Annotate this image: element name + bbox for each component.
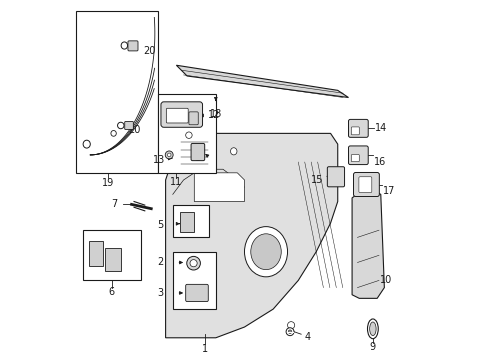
- Text: 5: 5: [157, 220, 163, 230]
- Polygon shape: [194, 173, 244, 202]
- FancyBboxPatch shape: [351, 127, 359, 135]
- Polygon shape: [165, 134, 337, 338]
- Ellipse shape: [369, 322, 375, 336]
- Text: 13: 13: [152, 155, 164, 165]
- FancyBboxPatch shape: [88, 241, 102, 266]
- Ellipse shape: [185, 132, 192, 138]
- Text: 7: 7: [111, 199, 117, 210]
- FancyBboxPatch shape: [180, 212, 194, 232]
- FancyBboxPatch shape: [351, 154, 359, 162]
- FancyBboxPatch shape: [161, 102, 202, 127]
- Ellipse shape: [83, 140, 90, 148]
- Text: 8: 8: [194, 153, 201, 163]
- FancyBboxPatch shape: [124, 122, 133, 130]
- Ellipse shape: [287, 330, 291, 333]
- Ellipse shape: [165, 151, 173, 159]
- Text: 6: 6: [108, 287, 115, 297]
- Bar: [158, 94, 215, 173]
- Text: 16: 16: [373, 157, 386, 167]
- Text: 20: 20: [142, 46, 155, 56]
- Text: 1: 1: [202, 343, 208, 354]
- Ellipse shape: [367, 319, 378, 339]
- Ellipse shape: [250, 234, 281, 270]
- Ellipse shape: [190, 260, 197, 267]
- FancyBboxPatch shape: [348, 146, 367, 165]
- FancyBboxPatch shape: [191, 143, 204, 161]
- Text: 2: 2: [157, 257, 163, 267]
- Ellipse shape: [186, 256, 200, 270]
- Text: 17: 17: [382, 186, 394, 196]
- Ellipse shape: [111, 131, 116, 136]
- Text: 19: 19: [102, 177, 114, 188]
- Text: 4: 4: [304, 332, 310, 342]
- Text: 12: 12: [207, 111, 220, 121]
- FancyBboxPatch shape: [128, 41, 138, 51]
- Polygon shape: [351, 187, 384, 298]
- Ellipse shape: [244, 226, 287, 277]
- Ellipse shape: [287, 321, 294, 329]
- Text: 14: 14: [374, 123, 386, 133]
- Bar: [172, 252, 215, 309]
- Text: 20: 20: [128, 125, 140, 135]
- Text: 10: 10: [379, 275, 391, 285]
- Ellipse shape: [121, 42, 127, 49]
- Ellipse shape: [285, 328, 293, 336]
- FancyBboxPatch shape: [358, 177, 371, 193]
- FancyBboxPatch shape: [185, 284, 208, 302]
- FancyBboxPatch shape: [348, 120, 367, 137]
- FancyBboxPatch shape: [353, 172, 379, 197]
- FancyBboxPatch shape: [326, 167, 344, 187]
- FancyBboxPatch shape: [180, 128, 208, 171]
- Text: 15: 15: [310, 175, 323, 185]
- Bar: [83, 230, 140, 280]
- Bar: [76, 12, 158, 173]
- FancyBboxPatch shape: [188, 112, 198, 125]
- Ellipse shape: [230, 148, 237, 155]
- Ellipse shape: [197, 149, 202, 154]
- FancyBboxPatch shape: [104, 248, 121, 271]
- FancyBboxPatch shape: [166, 108, 188, 123]
- Text: 9: 9: [369, 342, 375, 352]
- Text: 18: 18: [209, 109, 222, 119]
- Polygon shape: [176, 65, 348, 98]
- Ellipse shape: [117, 122, 124, 129]
- Text: 3: 3: [157, 288, 163, 298]
- Ellipse shape: [167, 153, 171, 157]
- Text: 11: 11: [170, 177, 182, 187]
- Bar: [172, 205, 208, 237]
